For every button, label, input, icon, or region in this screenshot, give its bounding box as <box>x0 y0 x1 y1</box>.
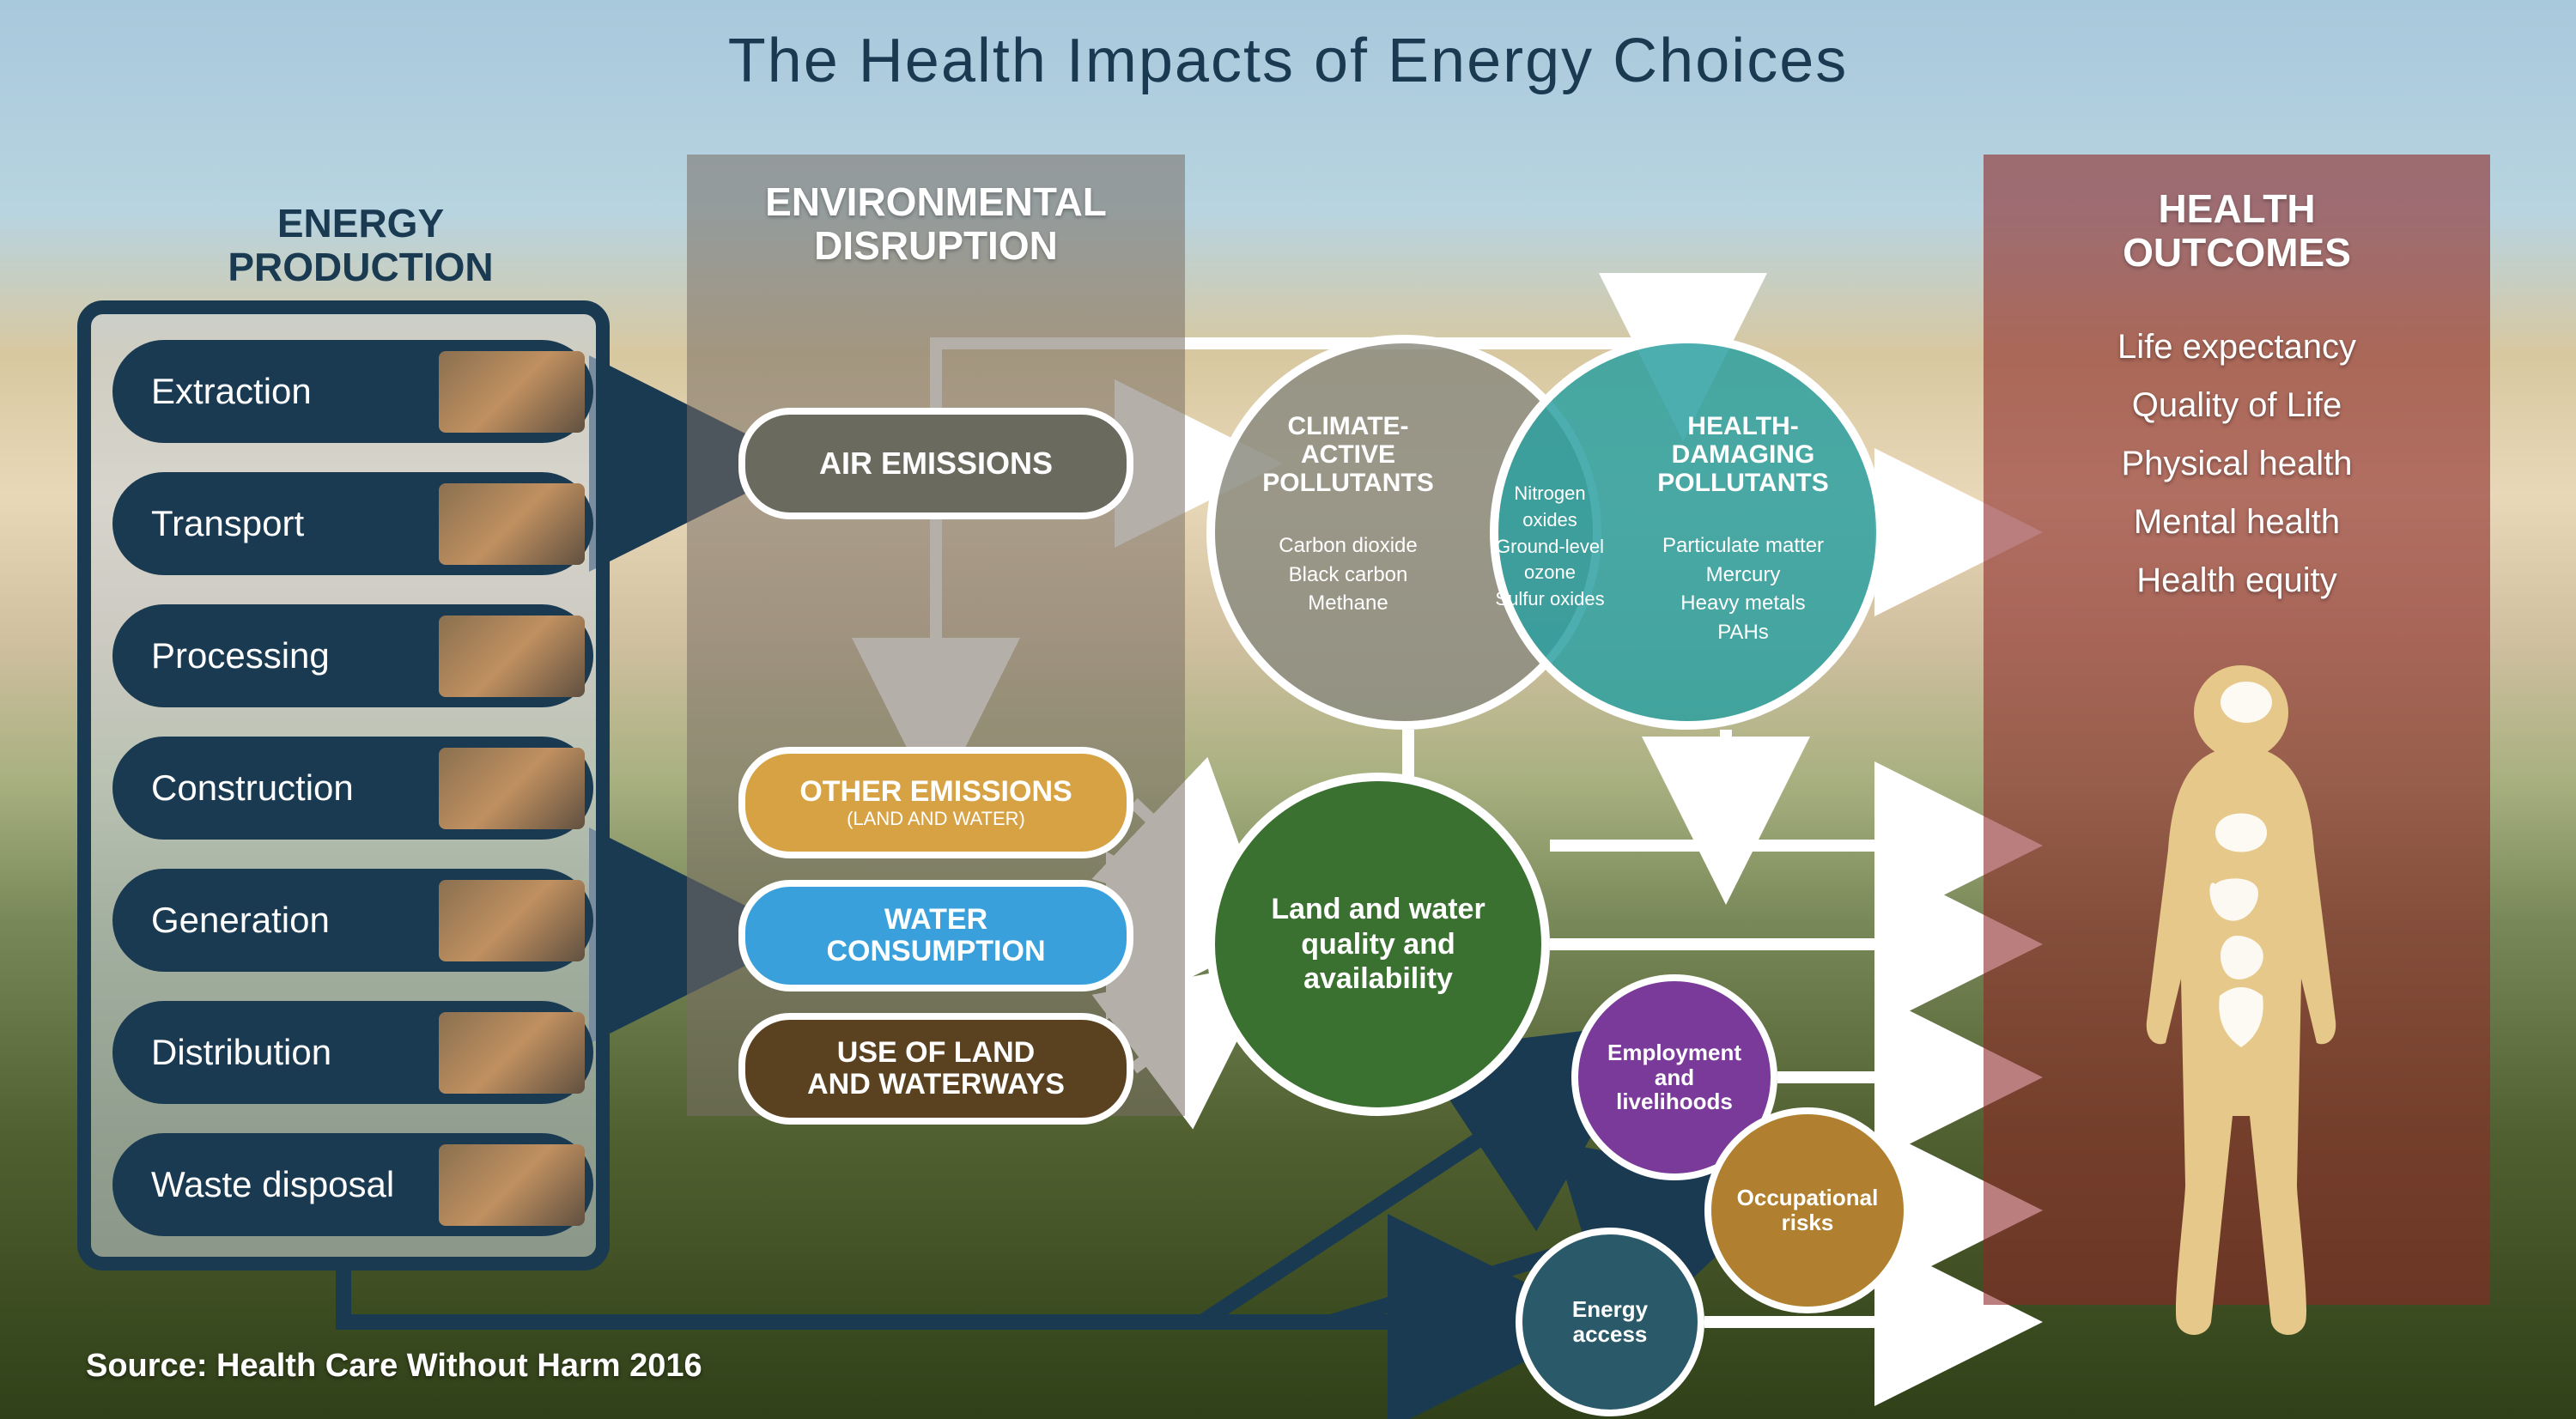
human-body-icon <box>2087 652 2396 1339</box>
energy-production-header: ENERGYPRODUCTION <box>155 202 567 288</box>
production-extraction: Extraction <box>112 340 593 443</box>
production-waste: Waste disposal <box>112 1133 593 1236</box>
circle-energy-access: Energyaccess <box>1516 1228 1704 1416</box>
pill-air-emissions: AIR EMISSIONS <box>738 408 1133 519</box>
thumb-distribution <box>439 1012 585 1094</box>
thumb-extraction <box>439 351 585 433</box>
circle-occupational-risks: Occupationalrisks <box>1704 1107 1911 1313</box>
health-outcomes-header: HEALTHOUTCOMES <box>1984 187 2490 274</box>
thumb-waste <box>439 1144 585 1226</box>
thumb-construction <box>439 748 585 829</box>
production-processing: Processing <box>112 604 593 707</box>
thumb-processing <box>439 616 585 697</box>
health-outcomes-list: Life expectancy Quality of Life Physical… <box>1984 318 2490 609</box>
main-title: The Health Impacts of Energy Choices <box>0 26 2576 96</box>
energy-production-box: Extraction Transport Processing Construc… <box>77 300 610 1270</box>
production-construction: Construction <box>112 737 593 840</box>
source-text: Source: Health Care Without Harm 2016 <box>86 1348 702 1385</box>
environmental-disruption-header: ENVIRONMENTALDISRUPTION <box>713 180 1159 267</box>
pill-land-waterways: USE OF LANDAND WATERWAYS <box>738 1013 1133 1125</box>
thumb-generation <box>439 880 585 961</box>
pill-water-consumption: WATERCONSUMPTION <box>738 880 1133 991</box>
pill-other-emissions: OTHER EMISSIONS(LAND AND WATER) <box>738 747 1133 858</box>
production-transport: Transport <box>112 472 593 575</box>
production-distribution: Distribution <box>112 1001 593 1104</box>
circle-land-water-quality: Land and waterquality andavailability <box>1206 773 1550 1116</box>
production-generation: Generation <box>112 869 593 972</box>
venn-overlap-pollutants: Nitrogen oxidesGround-level ozoneSulfur … <box>1490 481 1610 613</box>
thumb-transport <box>439 483 585 565</box>
